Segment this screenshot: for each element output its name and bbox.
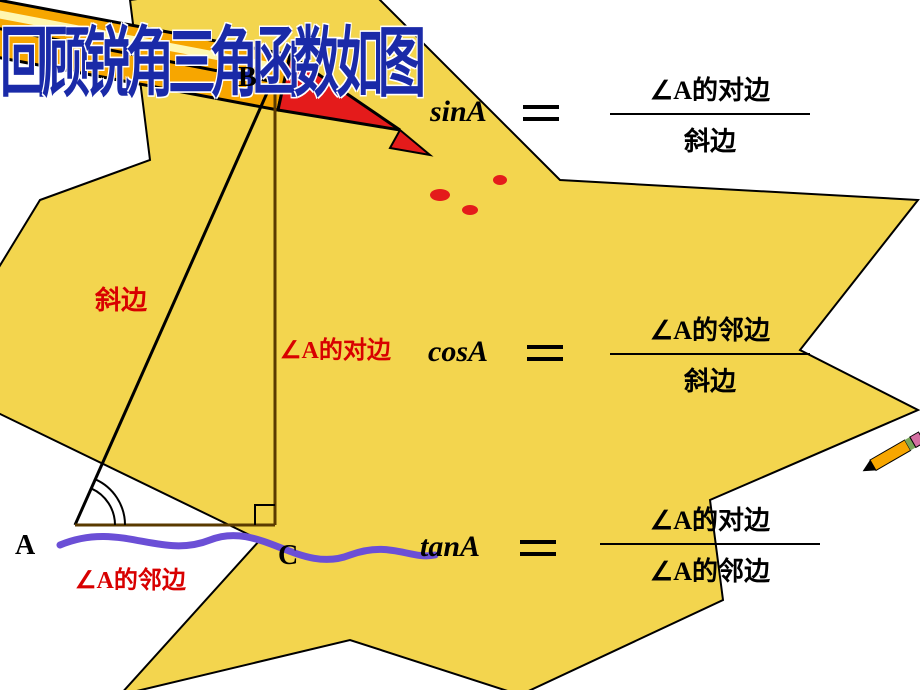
trig-function-sinA: sinA xyxy=(430,95,487,129)
fraction-denominator: 斜边 xyxy=(684,361,736,398)
equals-bar xyxy=(520,540,556,544)
title-char: 三 xyxy=(168,0,216,112)
vertex-A-label: A xyxy=(15,530,35,562)
fraction-tanA: ∠A的对边 ∠A的邻边 xyxy=(600,500,820,588)
equals-bar xyxy=(527,345,563,349)
adjacent-side-label: ∠A的邻边 xyxy=(75,560,186,595)
title-char: 数 xyxy=(294,0,342,112)
trig-function-cosA: cosA xyxy=(428,335,488,369)
equals-bar xyxy=(527,357,563,361)
title-char: 角 xyxy=(210,0,258,112)
fraction-denominator: 斜边 xyxy=(684,121,736,158)
title-char: 如 xyxy=(336,0,384,112)
fraction-bar xyxy=(600,543,820,545)
vertex-B-label: B xyxy=(238,62,257,94)
title-char: 锐 xyxy=(84,0,132,112)
fraction-bar xyxy=(610,353,810,355)
title-char: 函 xyxy=(252,0,300,112)
fraction-sinA: ∠A的对边斜边 xyxy=(610,70,810,158)
fraction-cosA: ∠A的邻边斜边 xyxy=(610,310,810,398)
fraction-numerator: ∠A的对边 xyxy=(650,500,770,537)
fraction-numerator: ∠A的对边 xyxy=(650,70,770,107)
hypotenuse-label: 斜边 xyxy=(95,280,147,317)
trig-function-tanA: tanA xyxy=(420,530,480,564)
fraction-bar xyxy=(610,113,810,115)
title-char: 角 xyxy=(126,0,174,112)
fraction-numerator: ∠A的邻边 xyxy=(650,310,770,347)
pencil-illustration xyxy=(860,432,920,476)
fraction-denominator: ∠A的邻边 xyxy=(650,551,770,588)
title-char: 回 xyxy=(0,0,48,112)
title-char: 顾 xyxy=(42,0,90,112)
opposite-side-label: ∠A的对边 xyxy=(280,330,391,365)
vertex-C-label: C xyxy=(278,540,298,572)
title-char: 图 xyxy=(378,0,426,112)
equals-bar xyxy=(523,105,559,109)
equals-bar xyxy=(520,552,556,556)
equals-bar xyxy=(523,117,559,121)
diagram-stage: 回顾锐角三角函数如图 A B C 斜边 ∠A的对边 ∠A的邻边 sinA ∠A的对… xyxy=(0,0,920,690)
